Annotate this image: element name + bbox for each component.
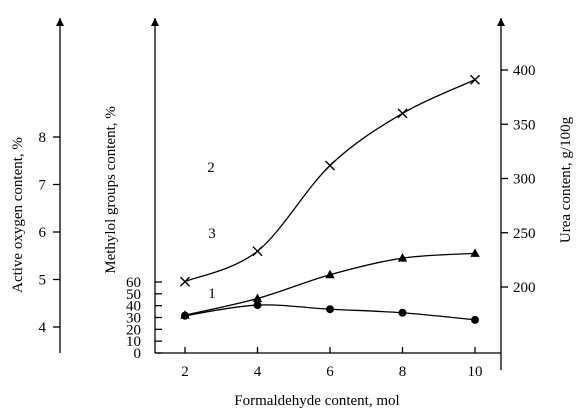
plot-area xyxy=(180,74,480,324)
methylol-tick-label: 0 xyxy=(134,346,142,362)
series-3-point xyxy=(470,74,480,85)
oxygen-tick-label: 5 xyxy=(39,273,47,289)
methylol-axis-title: Methylol groups content, % xyxy=(103,106,119,273)
urea-tick-label: 350 xyxy=(513,117,536,133)
methylol-tick-label: 30 xyxy=(126,311,141,327)
urea-tick-label: 200 xyxy=(513,280,536,296)
methylol-tick-label: 50 xyxy=(126,287,141,303)
methylol-tick-label: 60 xyxy=(126,275,141,291)
series-3-label: 3 xyxy=(208,226,216,242)
methylol-tick-label: 20 xyxy=(126,322,141,338)
series-1-label: 1 xyxy=(208,286,216,302)
methylol-tick-label: 40 xyxy=(126,299,141,315)
series-3-line xyxy=(184,79,476,283)
series-1-point xyxy=(252,293,263,302)
x-tick-label: 4 xyxy=(254,364,262,380)
oxygen-tick-label: 7 xyxy=(39,178,47,194)
x-tick-label: 10 xyxy=(468,364,483,380)
methylol-tick-label: 10 xyxy=(126,334,141,350)
series-3-point xyxy=(180,276,190,287)
urea-tick-label: 250 xyxy=(513,226,536,242)
series-2-label: 2 xyxy=(207,160,215,176)
x-tick-label: 6 xyxy=(326,364,334,380)
series-3-point xyxy=(252,246,263,257)
series-2-point xyxy=(326,305,334,314)
x-axis-title: Formaldehyde content, mol xyxy=(234,393,399,409)
series-3-point xyxy=(397,108,408,119)
series-2-point xyxy=(253,301,262,310)
series-2-point xyxy=(398,308,407,317)
series-2-point xyxy=(471,315,479,324)
x-tick-label: 2 xyxy=(181,364,189,380)
oxygen-tick-label: 4 xyxy=(39,320,47,336)
x-tick-label: 8 xyxy=(399,364,407,380)
urea-tick-label: 300 xyxy=(513,172,536,188)
oxygen-axis-title: Active oxygen content, % xyxy=(10,137,26,293)
series-1-point xyxy=(397,253,408,262)
oxygen-tick-label: 8 xyxy=(39,130,47,146)
urea-axis-title: Urea content, g/100g xyxy=(558,116,574,243)
oxygen-tick-label: 6 xyxy=(39,225,47,241)
labels: Formaldehyde content, mol Methylol groups… xyxy=(10,106,574,409)
urea-tick-label: 400 xyxy=(513,63,536,79)
series-1-point xyxy=(325,269,335,279)
series-2-point xyxy=(181,311,189,320)
series-1-point xyxy=(470,248,480,257)
series-3-point xyxy=(325,160,335,171)
